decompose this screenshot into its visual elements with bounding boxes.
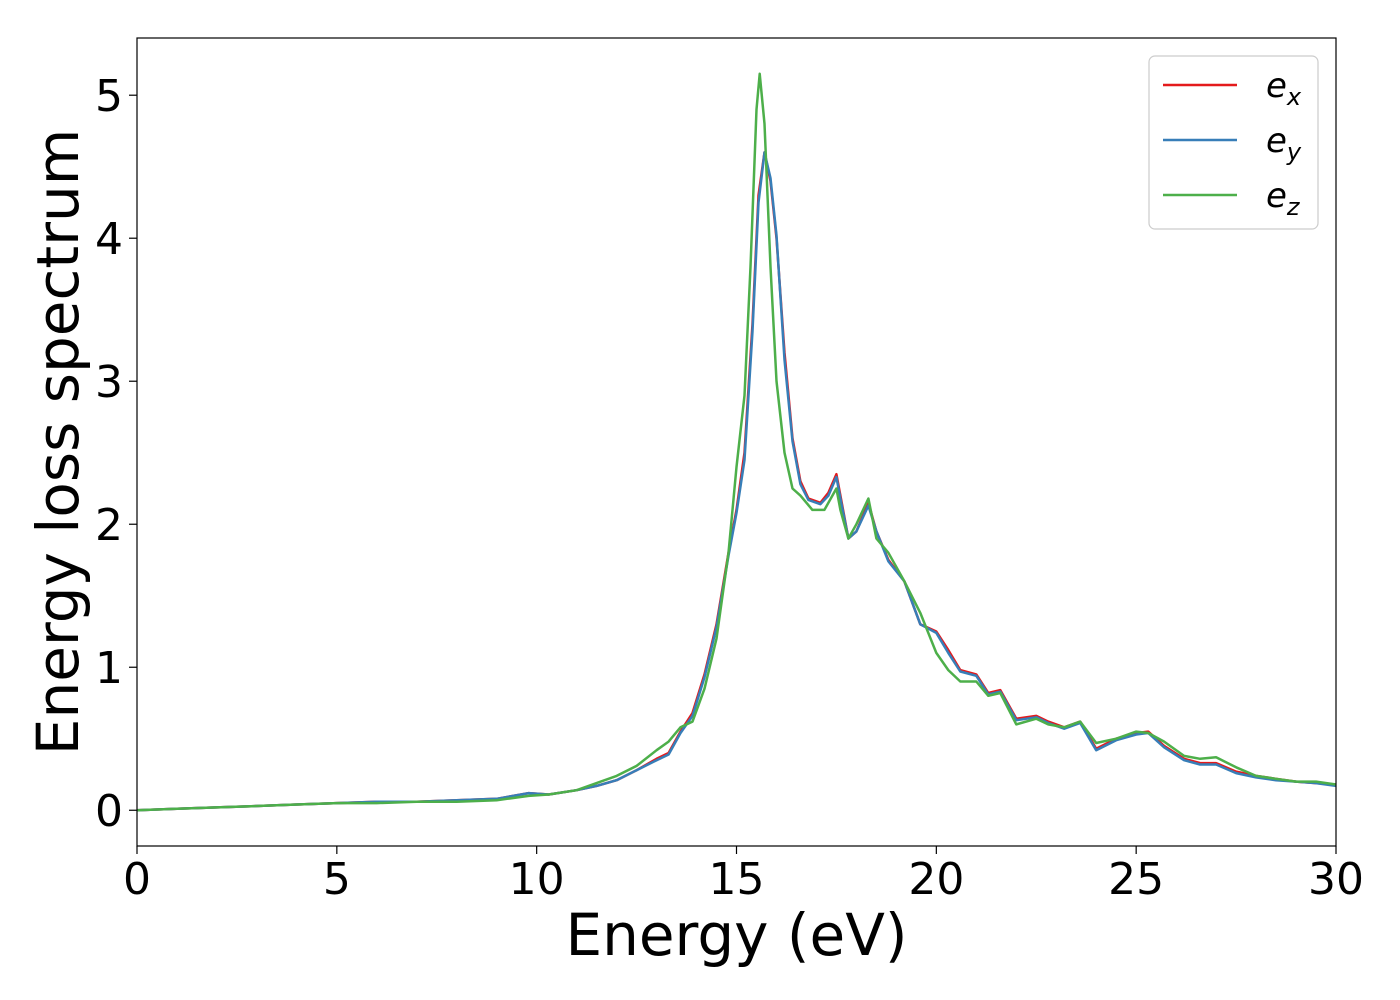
series-line-ex [136,151,1337,812]
x-tick-label: 15 [709,854,765,905]
y-tick-label: 3 [95,357,123,408]
x-tick-label: 5 [323,854,351,905]
series-line-ey [136,151,1337,812]
legend-label-ey: ey [1266,121,1302,166]
x-axis-ticks: 0 5 10 15 20 25 30 [123,846,1364,905]
y-axis-ticks: 0 1 2 3 4 5 [95,71,137,837]
y-tick-label: 1 [95,643,123,694]
x-tick-label: 30 [1308,854,1364,905]
y-tick-label: 0 [95,786,123,837]
legend-box [1148,55,1319,230]
x-tick-label: 10 [509,854,565,905]
legend-label-ez: ez [1266,176,1301,221]
x-tick-label: 20 [908,854,964,905]
y-tick-label: 4 [95,214,123,265]
y-axis-title: Energy loss spectrum [24,129,92,755]
series-line-ez [136,72,1337,812]
x-tick-label: 0 [123,854,151,905]
x-axis-title: Energy (eV) [565,901,907,969]
y-tick-label: 2 [95,500,123,551]
legend-label-ex: ex [1266,66,1302,111]
x-tick-label: 25 [1108,854,1164,905]
plot-lines [136,72,1337,812]
y-tick-label: 5 [95,71,123,122]
legend: ex ey ez [1148,55,1319,230]
